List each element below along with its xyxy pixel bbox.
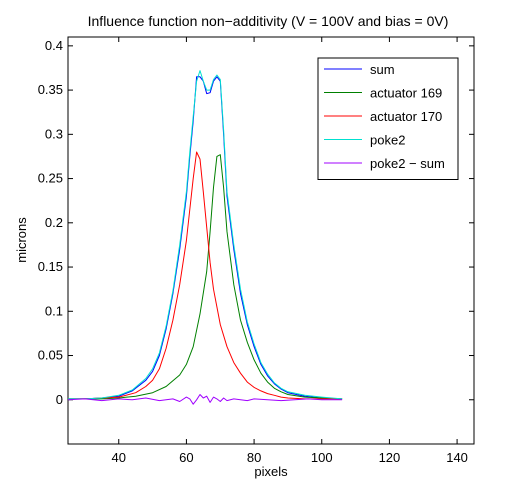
legend-label: poke2 − sum [370, 156, 445, 171]
series-line-1 [68, 154, 343, 400]
y-tick-label: 0.05 [38, 348, 63, 363]
series-lines [67, 70, 343, 405]
x-axis-label: pixels [254, 464, 288, 479]
y-tick-label: 0.1 [45, 303, 63, 318]
y-tick-label: 0.15 [38, 259, 63, 274]
y-tick-label: 0.3 [45, 126, 63, 141]
legend-label: sum [370, 62, 395, 77]
x-tick-label: 60 [179, 450, 193, 465]
y-tick-label: 0 [56, 392, 63, 407]
y-tick-label: 0.25 [38, 171, 63, 186]
chart-title: Influence function non−additivity (V = 1… [88, 13, 449, 29]
legend-label: actuator 169 [370, 86, 442, 101]
y-tick-label: 0.35 [38, 82, 63, 97]
x-tick-label: 120 [379, 450, 401, 465]
legend-box [317, 57, 459, 180]
legend-label: poke2 [370, 133, 405, 148]
y-axis-label: microns [14, 217, 29, 263]
x-axis: 40 60 80 100 120 140 [112, 37, 468, 465]
series-line-2 [68, 151, 343, 400]
series-line-3 [68, 70, 343, 400]
x-tick-label: 140 [446, 450, 468, 465]
y-axis: 0 0.05 0.1 0.15 0.2 0.25 0.3 0.35 0.4 [38, 38, 474, 407]
legend: sum actuator 169 actuator 170 poke2 poke2 − … [317, 57, 459, 180]
x-tick-label: 40 [112, 450, 126, 465]
legend-label: actuator 170 [370, 109, 442, 124]
y-tick-label: 0.2 [45, 215, 63, 230]
x-tick-label: 80 [247, 450, 261, 465]
y-tick-label: 0.4 [45, 38, 63, 53]
series-line-0 [68, 76, 343, 400]
x-tick-label: 100 [311, 450, 333, 465]
series-line-4 [67, 394, 343, 405]
